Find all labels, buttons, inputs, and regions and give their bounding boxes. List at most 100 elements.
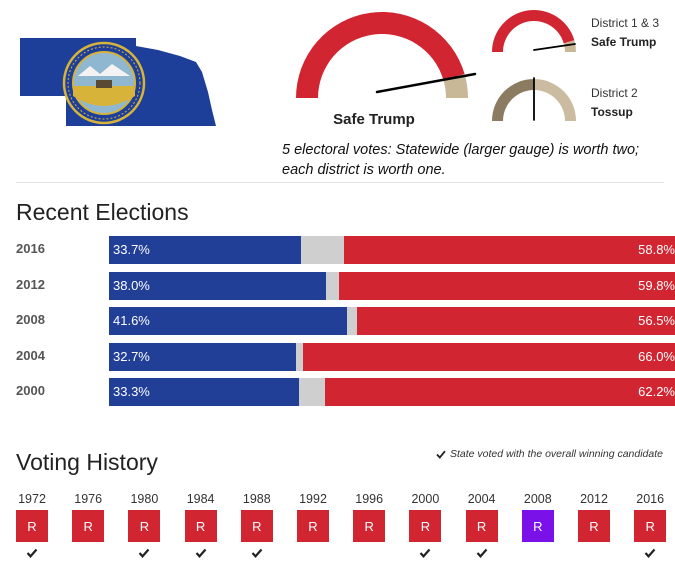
winner-indicator (634, 545, 666, 561)
history-item-1988: 1988 R (240, 492, 273, 561)
history-year: 1980 (130, 492, 159, 506)
party-badge: R (16, 510, 48, 542)
history-item-1980: 1980 R (128, 492, 161, 561)
other-segment (299, 378, 325, 406)
history-item-2004: 2004 R (465, 492, 498, 561)
rep-segment: 66.0% (303, 342, 675, 371)
district-2-gauge (492, 77, 576, 121)
party-badge: R (128, 510, 161, 542)
rep-percent: 66.0% (638, 348, 675, 364)
election-year: 2008 (16, 312, 45, 327)
rep-percent: 59.8% (638, 277, 675, 293)
election-year: 2000 (16, 383, 45, 398)
electoral-votes-note: 5 electoral votes: Statewide (larger gau… (282, 142, 640, 178)
other-segment (325, 271, 339, 300)
gauge-needle (375, 72, 477, 94)
party-badge: R (634, 510, 667, 542)
checkmark-icon (139, 548, 150, 558)
history-item-1996: 1996 R (353, 492, 386, 561)
history-year: 1996 (355, 492, 384, 506)
dem-percent: 33.7% (113, 242, 150, 257)
rep-segment: 62.2% (324, 378, 675, 406)
voting-history-title: Voting History (16, 449, 158, 475)
party-badge: R (521, 510, 554, 542)
gauge-needle (533, 43, 576, 51)
winner-indicator (522, 545, 554, 561)
party-badge: R (465, 510, 498, 542)
history-year: 2012 (580, 492, 608, 506)
dem-segment: 38.0% (109, 271, 326, 300)
dem-percent: 33.3% (113, 384, 150, 399)
history-year: 1984 (186, 492, 215, 506)
election-row-2008: 2008 41.6% 56.5% (16, 307, 675, 335)
party-badge: R (240, 510, 273, 542)
history-item-1984: 1984 R (184, 492, 217, 561)
winner-indicator (409, 545, 441, 561)
winner-indicator (297, 545, 329, 561)
legend-text: State voted with the overall winning can… (449, 448, 663, 460)
dem-segment: 32.7% (109, 342, 296, 371)
nebraska-flag-icon (20, 38, 216, 126)
history-year: 2016 (636, 492, 665, 506)
rep-percent: 56.5% (638, 313, 675, 328)
election-row-2004: 2004 32.7% 66.0% (16, 342, 675, 371)
party-badge: R (353, 510, 386, 542)
rep-percent: 62.2% (638, 384, 675, 399)
rep-segment: 59.8% (338, 271, 675, 300)
rep-percent: 58.8% (638, 242, 675, 257)
winner-indicator (128, 545, 160, 561)
dem-segment: 33.7% (109, 236, 302, 264)
checkmark-icon (644, 548, 656, 558)
election-bar: 38.0% 59.8% (109, 271, 675, 300)
district-2-rating: Tossup (591, 105, 633, 119)
checkmark-icon (436, 450, 446, 459)
checkmark-icon (26, 548, 38, 558)
checkmark-icon (476, 548, 487, 558)
party-badge: R (184, 510, 217, 542)
election-row-2016: 2016 33.7% 58.8% (16, 236, 675, 264)
district-1-3-gauge (492, 9, 576, 52)
rep-segment: 58.8% (344, 236, 675, 264)
history-year: 2008 (523, 492, 552, 506)
election-year: 2012 (16, 276, 45, 292)
history-year: 2000 (411, 492, 440, 506)
election-year: 2016 (16, 241, 45, 256)
other-segment (346, 307, 358, 335)
history-item-2000: 2000 R (409, 492, 442, 561)
district-1-3-name: District 1 & 3 (591, 16, 660, 30)
election-bar: 32.7% 66.0% (109, 342, 675, 371)
election-year: 2004 (16, 347, 45, 363)
election-bar: 41.6% 56.5% (109, 307, 675, 335)
election-bar: 33.7% 58.8% (109, 236, 675, 264)
history-year: 1992 (299, 492, 327, 506)
history-item-2016: 2016 R (634, 492, 667, 561)
checkmark-icon (251, 548, 263, 558)
election-row-2012: 2012 38.0% 59.8% (16, 271, 675, 300)
voting-history-legend: State voted with the overall winning can… (436, 448, 663, 460)
rep-segment: 56.5% (357, 307, 675, 335)
winner-indicator (72, 545, 104, 561)
dem-segment: 41.6% (109, 307, 347, 335)
history-year: 1976 (74, 492, 103, 506)
party-badge: R (578, 510, 610, 542)
winner-indicator (578, 545, 610, 561)
history-year: 1988 (242, 492, 271, 506)
checkmark-icon (420, 548, 431, 558)
election-bar: 33.3% 62.2% (109, 378, 675, 406)
party-badge: R (297, 510, 329, 542)
winner-indicator (185, 545, 217, 561)
district-2-name: District 2 (591, 86, 638, 100)
history-item-2012: 2012 R (578, 492, 610, 561)
winner-indicator (466, 545, 498, 561)
recent-elections-title: Recent Elections (16, 199, 189, 225)
dem-segment: 33.3% (109, 378, 300, 406)
history-item-1992: 1992 R (297, 492, 329, 561)
winner-indicator (353, 545, 385, 561)
winner-indicator (241, 545, 273, 561)
history-item-1976: 1976 R (72, 492, 105, 561)
checkmark-icon (195, 548, 206, 558)
other-segment (301, 236, 345, 264)
dem-percent: 32.7% (113, 348, 150, 364)
dem-percent: 38.0% (113, 277, 150, 293)
history-year: 2004 (467, 492, 496, 506)
